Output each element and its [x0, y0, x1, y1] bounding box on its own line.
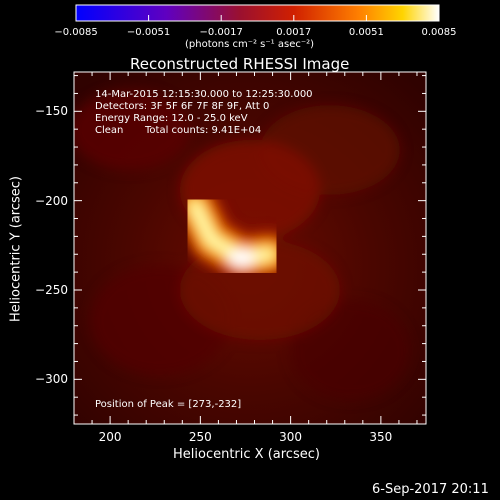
- heatmap-image: [74, 72, 426, 424]
- colorbar-tick-label: −0.0085: [54, 27, 98, 38]
- y-tick-label: −250: [35, 282, 68, 297]
- flare-source: [170, 182, 293, 282]
- plot-frame: [73, 71, 427, 425]
- source-peak: [227, 248, 256, 267]
- x-tick-label: 250: [188, 430, 212, 444]
- colorbar-tick-label: −0.0051: [126, 27, 171, 38]
- colorbar-tick-label: 0.0051: [348, 27, 384, 38]
- annotation-method: Clean: [95, 125, 124, 136]
- annotation-energy: Energy Range: 12.0 - 25.0 keV: [95, 113, 248, 124]
- annotation-peak: Position of Peak = [273,-232]: [95, 399, 242, 410]
- annotation-detectors: Detectors: 3F 5F 6F 7F 8F 9F, Att 0: [95, 101, 270, 112]
- colorbar-tick-label: −0.0017: [199, 27, 243, 38]
- colorbar-tick-label: 0.0085: [421, 27, 457, 38]
- colorbar-tick-label: 0.0017: [276, 27, 312, 38]
- colorbar: [75, 4, 440, 22]
- x-axis-label: Heliocentric X (arcsec): [173, 447, 320, 462]
- x-tick-label: 200: [98, 430, 122, 444]
- colorbar-ticks: [75, 15, 440, 21]
- y-tick-label: −200: [35, 193, 68, 208]
- axis-ticks: [74, 72, 426, 424]
- annotation-time-range: 14-Mar-2015 12:15:30.000 to 12:25:30.000: [95, 89, 313, 100]
- x-tick-label: 350: [369, 430, 393, 444]
- y-tick-label: −150: [35, 104, 68, 119]
- chart-title: Reconstructed RHESSI Image: [130, 55, 350, 73]
- colorbar-unit-label: (photons cm⁻² s⁻¹ asec⁻²): [185, 39, 315, 50]
- footer-date: 6-Sep-2017 20:11: [372, 482, 489, 497]
- y-tick-label: −300: [35, 372, 68, 387]
- annotation-total-counts: Total counts: 9.41E+04: [145, 125, 262, 136]
- x-tick-label: 300: [279, 430, 303, 444]
- y-axis-label: Heliocentric Y (arcsec): [8, 176, 24, 322]
